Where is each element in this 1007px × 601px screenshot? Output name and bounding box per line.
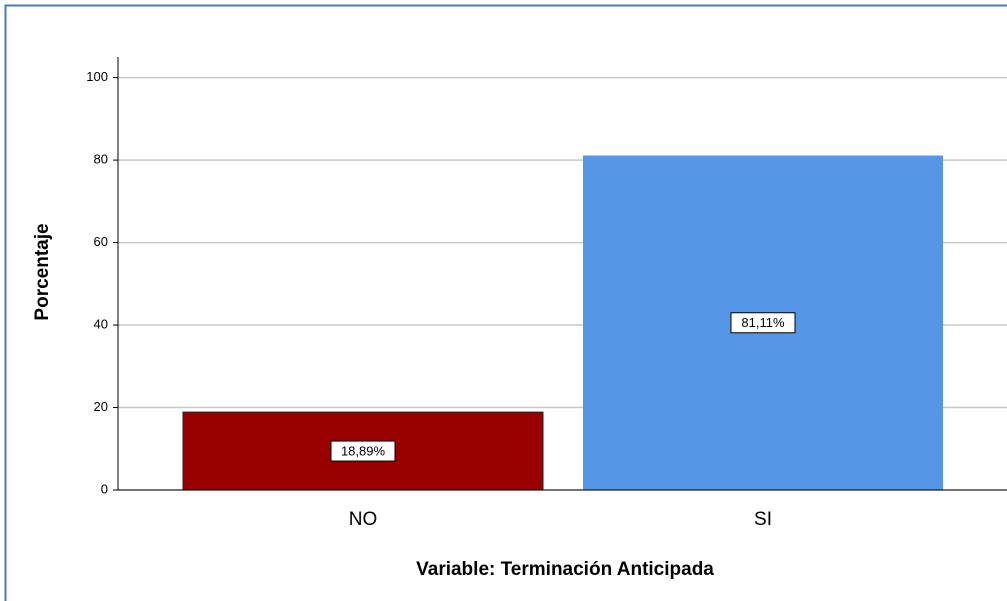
y-tick-label: 60 xyxy=(94,234,108,249)
y-tick-label: 80 xyxy=(94,152,108,167)
value-label-box xyxy=(330,440,396,462)
value-label: 18,89% xyxy=(341,443,386,458)
x-tick-label: SI xyxy=(754,509,772,530)
value-label: 81,11% xyxy=(741,315,785,330)
x-tick-label: NO xyxy=(349,509,378,530)
value-label-box xyxy=(730,312,796,334)
y-axis-title: Porcentaje xyxy=(32,223,53,320)
y-tick-label: 20 xyxy=(94,399,108,414)
y-tick-label: 40 xyxy=(94,316,108,331)
x-axis-title: Variable: Terminación Anticipada xyxy=(416,559,714,580)
y-tick-label: 0 xyxy=(101,481,108,496)
y-tick-label: 100 xyxy=(86,69,108,84)
